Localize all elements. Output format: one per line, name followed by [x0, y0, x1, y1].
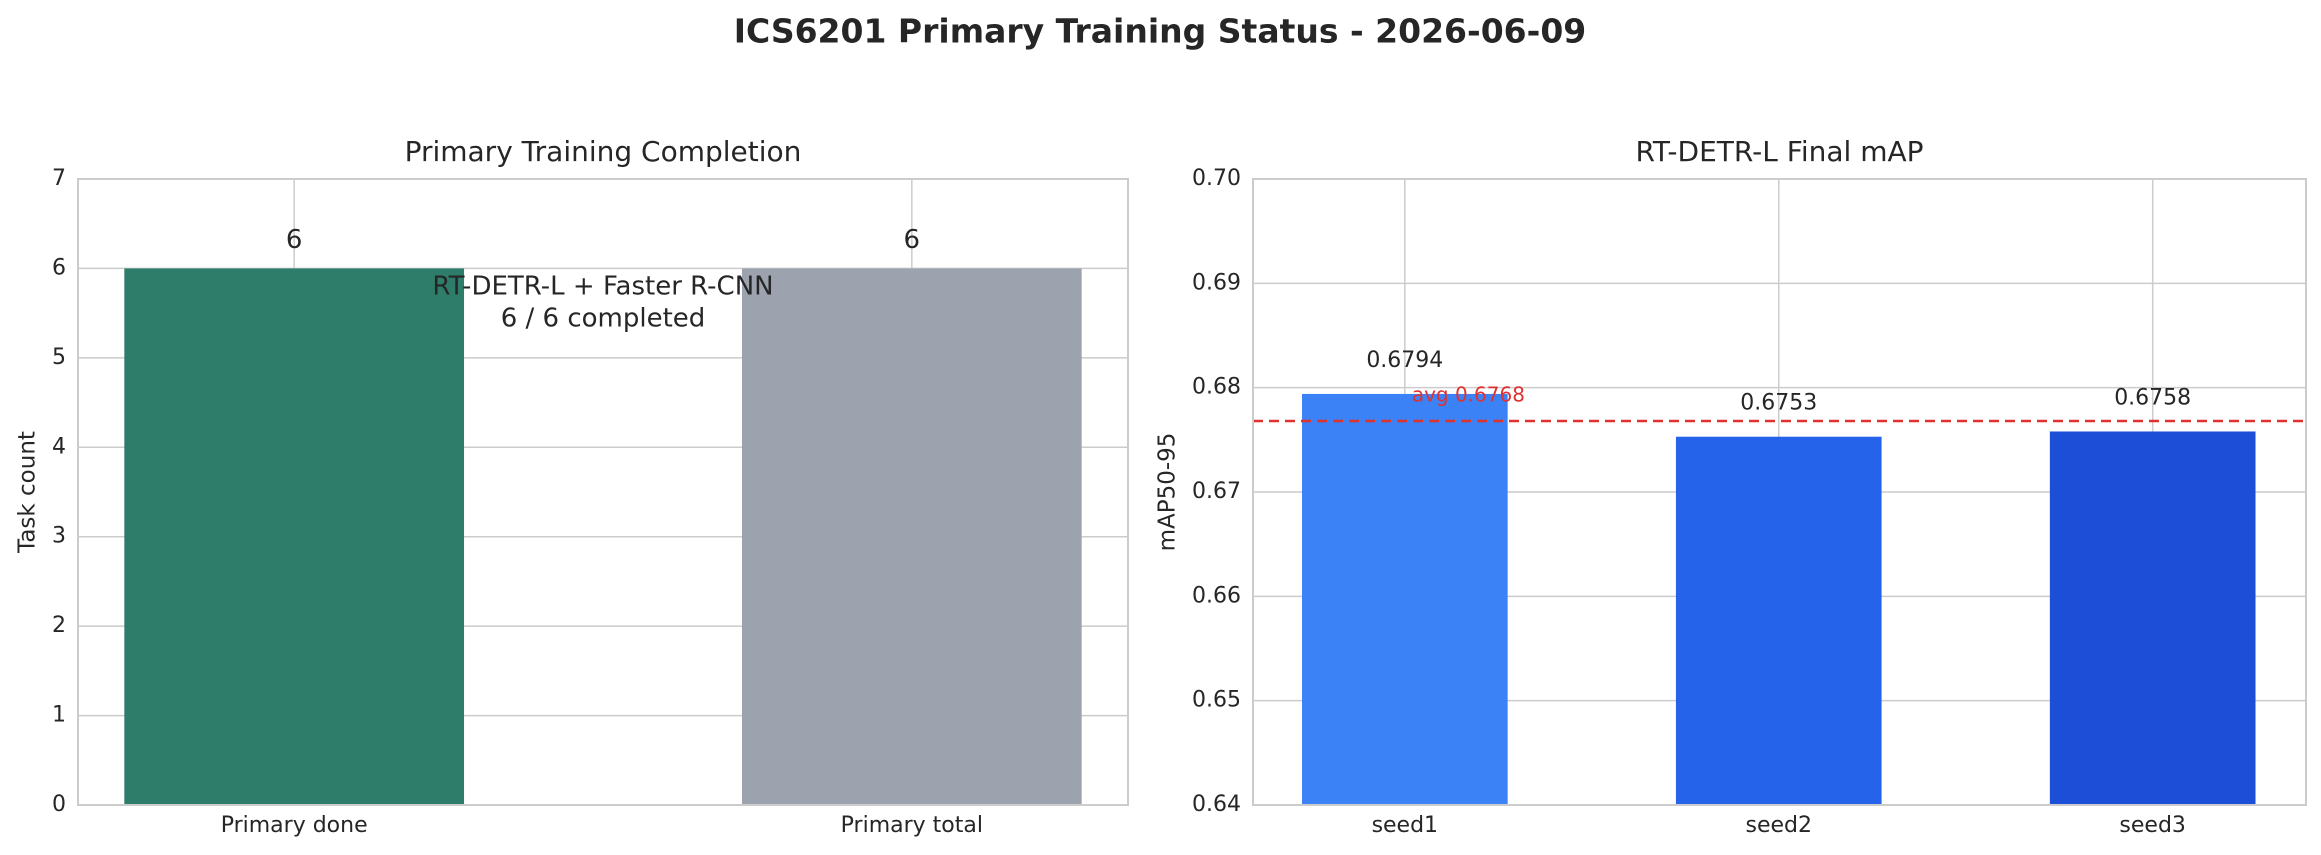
bar [1675, 436, 1882, 805]
x-tick-label: seed2 [1746, 813, 1813, 838]
y-tick-label: 0 [52, 792, 66, 817]
x-tick-label: seed3 [2119, 813, 2186, 838]
value-label: 6 [286, 225, 303, 255]
value-label: 0.6758 [2114, 385, 2191, 410]
value-label: 6 [904, 225, 921, 255]
x-tick-label: Primary total [841, 813, 983, 838]
y-tick-label: 0.66 [1192, 583, 1241, 608]
y-tick-label: 0.69 [1192, 270, 1241, 295]
y-tick-label: 0.67 [1192, 479, 1241, 504]
bar [1301, 393, 1508, 805]
y-tick-label: 0.70 [1192, 166, 1241, 191]
y-tick-label: 3 [52, 524, 66, 549]
x-tick-label: Primary done [221, 813, 368, 838]
x-tick-label: seed1 [1372, 813, 1439, 838]
y-axis-label: mAP50-95 [1155, 433, 1181, 552]
axes-frame [77, 178, 1129, 806]
y-tick-label: 0.68 [1192, 375, 1241, 400]
bar [2049, 431, 2256, 805]
annotation: 6 / 6 completed [501, 304, 706, 334]
bar [124, 268, 465, 805]
y-tick-label: 1 [52, 703, 66, 728]
chart-title: Primary Training Completion [405, 135, 802, 168]
annotation: RT-DETR-L + Faster R-CNN [432, 272, 773, 302]
reference-label: avg 0.6768 [1412, 383, 1525, 407]
y-tick-label: 7 [52, 166, 66, 191]
y-tick-label: 6 [52, 255, 66, 280]
value-label: 0.6753 [1740, 391, 1817, 416]
value-label: 0.6794 [1366, 348, 1443, 373]
bar [741, 268, 1082, 805]
y-axis-label: Task count [15, 431, 41, 554]
chart-title: RT-DETR-L Final mAP [1635, 135, 1923, 168]
y-tick-label: 0.65 [1192, 688, 1241, 713]
figure-title: ICS6201 Primary Training Status - 2026-0… [734, 12, 1587, 51]
y-tick-label: 4 [52, 434, 66, 459]
y-tick-label: 0.64 [1192, 792, 1241, 817]
y-tick-label: 2 [52, 613, 66, 638]
axes-frame [1252, 178, 2307, 806]
y-tick-label: 5 [52, 345, 66, 370]
